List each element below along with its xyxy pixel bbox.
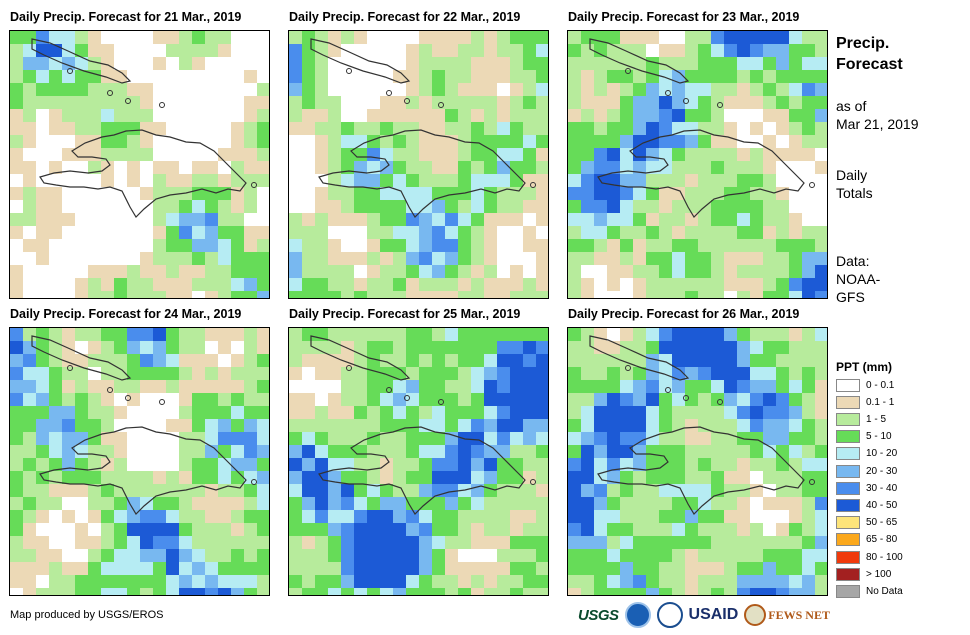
legend-swatch bbox=[836, 567, 860, 581]
legend-item: 10 - 20 bbox=[836, 447, 897, 461]
legend-swatch bbox=[836, 395, 860, 409]
legend-item: 30 - 40 bbox=[836, 481, 897, 495]
precip-grid bbox=[289, 328, 548, 595]
legend-swatch bbox=[836, 412, 860, 426]
legend-label: 30 - 40 bbox=[866, 482, 898, 494]
legend-swatch bbox=[836, 533, 860, 547]
precip-grid bbox=[568, 328, 827, 595]
legend-item: 1 - 5 bbox=[836, 412, 886, 426]
data-line1: Data: bbox=[836, 253, 870, 269]
legend-label: 20 - 30 bbox=[866, 465, 898, 477]
data-source-text: Data: NOAA- GFS bbox=[836, 252, 880, 306]
legend-label: 5 - 10 bbox=[866, 431, 892, 443]
side-title-line1: Precip. bbox=[836, 35, 890, 52]
legend-item: 0 - 0.1 bbox=[836, 378, 894, 392]
fews-globe-icon bbox=[744, 604, 767, 626]
usaid-logo: USAID bbox=[688, 606, 739, 623]
legend-swatch bbox=[836, 464, 860, 478]
legend-label: No Data bbox=[866, 585, 903, 597]
legend-item: 65 - 80 bbox=[836, 533, 897, 547]
legend-label: 65 - 80 bbox=[866, 534, 898, 546]
precip-grid bbox=[10, 328, 269, 595]
legend-item: 80 - 100 bbox=[836, 550, 903, 564]
legend-item: 5 - 10 bbox=[836, 430, 892, 444]
coastline-outline bbox=[589, 38, 815, 218]
legend-swatch bbox=[836, 481, 860, 495]
forecast-map-5 bbox=[288, 327, 549, 596]
daily-line2: Totals bbox=[836, 185, 873, 201]
legend-swatch bbox=[836, 447, 860, 461]
precip-grid bbox=[10, 31, 269, 298]
usgs-logo: USGS bbox=[578, 606, 619, 624]
legend-swatch bbox=[836, 584, 860, 598]
panel-title-2: Daily Precip. Forecast for 22 Mar., 2019 bbox=[289, 10, 521, 24]
data-line2: NOAA- bbox=[836, 271, 881, 287]
fews-net-text: FEWS NET bbox=[768, 607, 830, 622]
credit-text: Map produced by USGS/EROS bbox=[10, 609, 164, 621]
legend-label: 0 - 0.1 bbox=[866, 379, 895, 391]
legend-item: 0.1 - 1 bbox=[836, 395, 894, 409]
coastline-outline bbox=[310, 335, 536, 515]
noaa-logo-icon bbox=[624, 602, 651, 628]
legend-label: 10 - 20 bbox=[866, 448, 898, 460]
legend-label: 80 - 100 bbox=[866, 551, 903, 563]
as-of-line1: as of bbox=[836, 98, 867, 114]
seal-logo-icon bbox=[656, 602, 683, 628]
fews-net-logo: FEWS NET bbox=[744, 604, 830, 626]
coastline-outline bbox=[31, 335, 257, 515]
panel-title-4: Daily Precip. Forecast for 24 Mar., 2019 bbox=[10, 307, 242, 321]
forecast-map-2 bbox=[288, 30, 549, 299]
panel-title-1: Daily Precip. Forecast for 21 Mar., 2019 bbox=[10, 10, 242, 24]
side-title: Precip. Forecast bbox=[836, 33, 903, 75]
legend-item: No Data bbox=[836, 584, 903, 598]
panel-title-6: Daily Precip. Forecast for 26 Mar., 2019 bbox=[568, 307, 800, 321]
panel-title-5: Daily Precip. Forecast for 25 Mar., 2019 bbox=[289, 307, 521, 321]
precip-grid bbox=[289, 31, 548, 298]
daily-line1: Daily bbox=[836, 167, 868, 183]
legend-label: 1 - 5 bbox=[866, 413, 887, 425]
legend-swatch bbox=[836, 498, 860, 512]
as-of-text: as of Mar 21, 2019 bbox=[836, 97, 919, 133]
legend-label: 50 - 65 bbox=[866, 517, 898, 529]
data-line3: GFS bbox=[836, 289, 865, 305]
coastline-outline bbox=[589, 335, 815, 515]
legend-item: 40 - 50 bbox=[836, 498, 897, 512]
side-title-line2: Forecast bbox=[836, 56, 903, 73]
legend-swatch bbox=[836, 550, 860, 564]
forecast-map-6 bbox=[567, 327, 828, 596]
legend-item: > 100 bbox=[836, 567, 891, 581]
legend-item: 20 - 30 bbox=[836, 464, 897, 478]
legend-swatch bbox=[836, 378, 860, 392]
legend-swatch bbox=[836, 430, 860, 444]
legend-item: 50 - 65 bbox=[836, 516, 897, 530]
legend-label: 0.1 - 1 bbox=[866, 396, 895, 408]
forecast-map-1 bbox=[9, 30, 270, 299]
legend-label: > 100 bbox=[866, 568, 892, 580]
precip-grid bbox=[568, 31, 827, 298]
forecast-map-3 bbox=[567, 30, 828, 299]
coastline-outline bbox=[310, 38, 536, 218]
panel-title-3: Daily Precip. Forecast for 23 Mar., 2019 bbox=[568, 10, 800, 24]
daily-totals-text: Daily Totals bbox=[836, 166, 873, 202]
coastline-outline bbox=[31, 38, 257, 218]
logo-strip: USGS USAID FEWS NET bbox=[578, 600, 830, 630]
forecast-map-4 bbox=[9, 327, 270, 596]
legend-label: 40 - 50 bbox=[866, 499, 898, 511]
legend-swatch bbox=[836, 516, 860, 530]
legend-title: PPT (mm) bbox=[836, 360, 893, 374]
as-of-line2: Mar 21, 2019 bbox=[836, 116, 919, 132]
